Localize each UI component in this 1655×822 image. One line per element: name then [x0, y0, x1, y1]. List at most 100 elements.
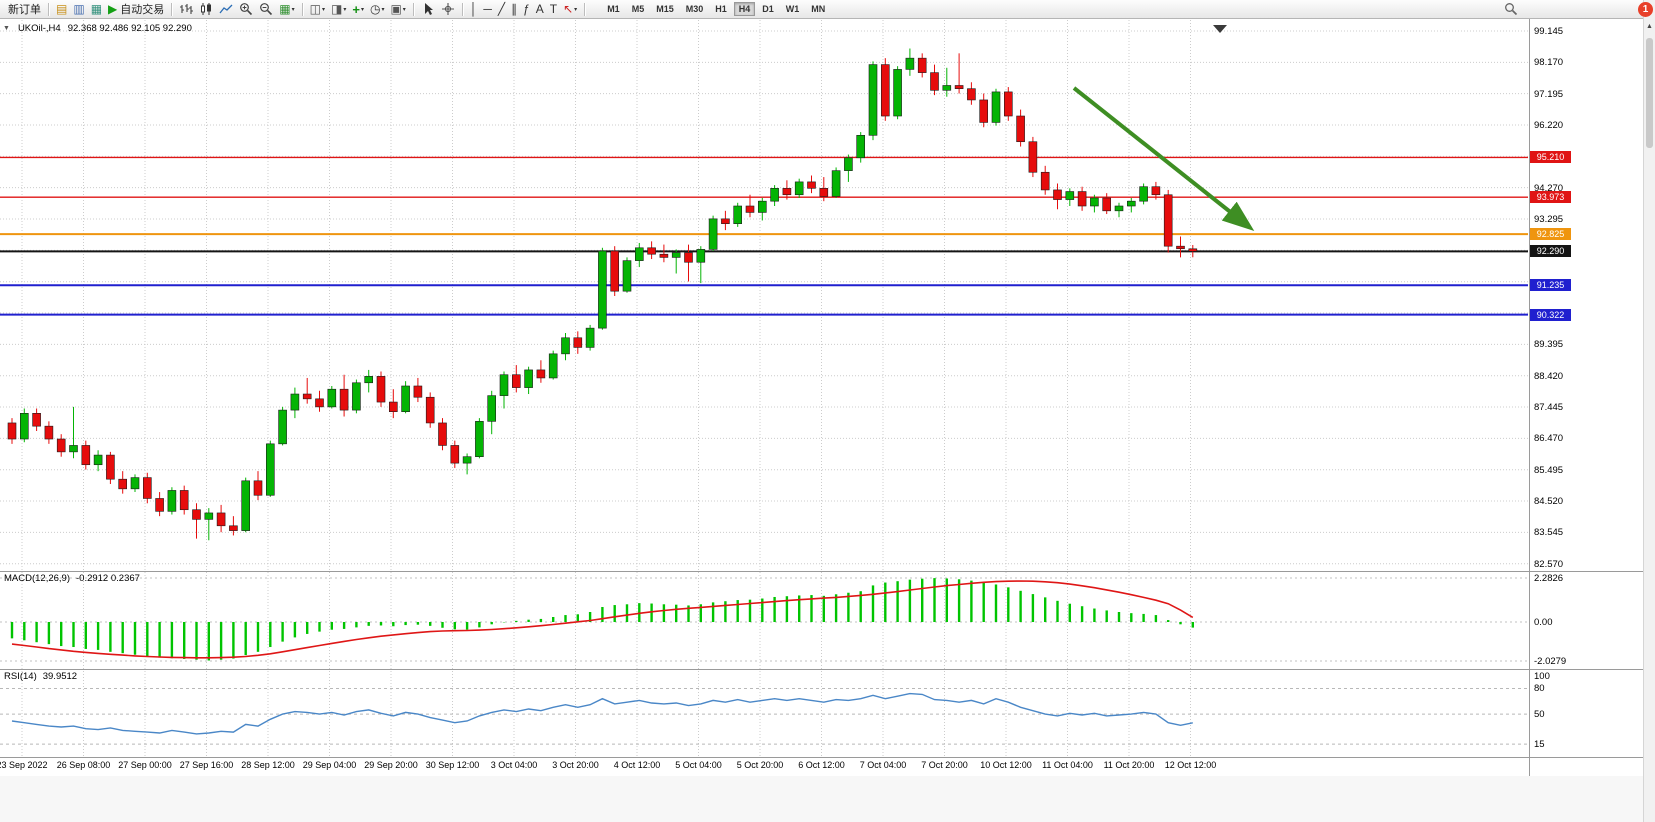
time-axis-label[interactable]: 29 Sep 20:00 [364, 760, 418, 770]
macd-panel-splitter[interactable] [0, 571, 1643, 572]
line-chart-type-button[interactable] [216, 1, 236, 18]
templates-button[interactable]: ▣ ▾ [387, 1, 408, 18]
candle-body [757, 200, 767, 213]
new-order-button[interactable]: 新订单 [2, 1, 44, 18]
chart-plot[interactable]: 23 Sep 2022 26 Sep 08:00 27 Sep 00:00 27 Se… [0, 0, 1530, 803]
candle-body [1090, 197, 1099, 207]
market-watch-button[interactable]: ▤ [53, 1, 70, 18]
time-axis-label[interactable]: 30 Sep 12:00 [426, 760, 480, 770]
time-axis-label[interactable]: 29 Sep 04:00 [303, 760, 357, 770]
new-order-label: 新订单 [8, 4, 41, 16]
chart-window[interactable] [0, 19, 1643, 776]
cursor-tool-button[interactable] [418, 1, 438, 18]
timeframe-h4[interactable]: H4 [733, 2, 756, 16]
candle-body [733, 205, 743, 224]
profiles-button[interactable]: ◨ ▾ [328, 1, 349, 18]
timeframe-w1[interactable]: W1 [785, 4, 800, 14]
tile-windows-button[interactable]: ▦ ▾ [276, 1, 297, 18]
periods-button[interactable]: ◷ ▾ [367, 1, 388, 18]
candle-body [462, 456, 472, 464]
auto-trading-button[interactable]: ▶ 自动交易 [105, 1, 167, 18]
rsi-panel-splitter[interactable] [0, 669, 1643, 670]
trend-arrow[interactable] [1072, 86, 1255, 231]
trendline-tool-button[interactable]: ╱ [495, 1, 508, 18]
timeframe-m30[interactable]: M30 [685, 4, 704, 14]
candle-body [241, 480, 250, 531]
time-axis-border [0, 757, 1643, 758]
toolbar-separator [301, 2, 303, 16]
candle-body [831, 170, 841, 197]
text-tool-button[interactable]: A [533, 1, 547, 18]
terminal-button[interactable]: ▦ [88, 1, 105, 18]
time-axis-label[interactable]: 5 Oct 04:00 [675, 760, 722, 770]
bar-chart-type-button[interactable] [176, 1, 196, 18]
label-tool-icon: T [549, 1, 558, 16]
vline-tool-button[interactable]: │ [467, 1, 481, 18]
toolbar-separator [171, 2, 173, 16]
zoom-out-icon [260, 3, 273, 16]
candle-body [917, 57, 927, 73]
candle-body [44, 425, 54, 440]
time-axis-label[interactable]: 27 Sep 16:00 [180, 760, 234, 770]
notification-badge[interactable]: 1 [1638, 2, 1653, 17]
market-watch-icon: ▤ [56, 1, 68, 16]
candle-body [511, 374, 521, 388]
candle-body [278, 409, 287, 445]
timeframe-mn[interactable]: MN [811, 4, 826, 14]
chevron-down-icon: ▾ [402, 6, 406, 13]
label-tool-button[interactable]: T [547, 1, 560, 18]
time-axis-label[interactable]: 26 Sep 08:00 [57, 760, 111, 770]
channel-tool-button[interactable]: ∥ [508, 1, 520, 18]
candlestick-chart-icon [201, 3, 212, 15]
search-button[interactable] [1501, 1, 1521, 18]
new-chart-button[interactable]: ◫ ▾ [307, 1, 328, 18]
timeframe-h1[interactable]: H1 [715, 4, 727, 14]
navigator-button[interactable]: ▥ [70, 1, 87, 18]
candle-body [967, 88, 976, 101]
time-axis-label[interactable]: 23 Sep 2022 [0, 760, 48, 770]
candle-body [388, 401, 398, 412]
timeframe-m1[interactable]: M1 [607, 4, 620, 14]
scrollbar-thumb[interactable] [1646, 38, 1653, 148]
candle-body [1163, 194, 1173, 247]
fibonacci-tool-button[interactable]: ƒ [520, 1, 533, 18]
candlestick-chart-type-button[interactable] [196, 1, 216, 18]
candle-body [106, 454, 115, 480]
time-axis-label[interactable]: 4 Oct 12:00 [614, 760, 661, 770]
bottom-strip [0, 776, 1643, 822]
add-indicator-button[interactable]: + ▾ [349, 1, 367, 18]
time-axis-label[interactable]: 7 Oct 04:00 [860, 760, 907, 770]
time-axis-label[interactable]: 10 Oct 12:00 [980, 760, 1032, 770]
time-axis-label[interactable]: 12 Oct 12:00 [1165, 760, 1217, 770]
chart-shift-marker[interactable] [1213, 25, 1227, 33]
candle-body [696, 249, 706, 263]
time-axis-label[interactable]: 3 Oct 04:00 [491, 760, 538, 770]
timeframe-d1[interactable]: D1 [762, 4, 774, 14]
scroll-up-icon[interactable]: ▲ [1646, 23, 1653, 30]
vertical-scrollbar[interactable]: ▲ [1643, 0, 1655, 822]
candle-body [930, 72, 939, 91]
hline-tool-button[interactable]: ─ [480, 1, 495, 18]
candle-body [81, 445, 91, 466]
templates-icon: ▣ [390, 1, 402, 16]
zoom-out-button[interactable] [256, 1, 276, 18]
arrows-tool-button[interactable]: ↖ ▾ [560, 1, 580, 18]
chevron-down-icon: ▾ [343, 6, 347, 13]
candle-body [893, 69, 902, 117]
candle-body [585, 327, 595, 348]
candle-body [610, 250, 620, 292]
crosshair-tool-button[interactable] [438, 1, 458, 18]
time-axis-label[interactable]: 6 Oct 12:00 [798, 760, 845, 770]
one-click-trading-toggle[interactable]: ▼ [3, 25, 10, 32]
zoom-in-button[interactable] [236, 1, 256, 18]
time-axis-label[interactable]: 28 Sep 12:00 [241, 760, 295, 770]
timeframe-m5[interactable]: M5 [631, 4, 645, 14]
time-axis-label[interactable]: 3 Oct 20:00 [552, 760, 599, 770]
time-axis-label[interactable]: 27 Sep 00:00 [118, 760, 172, 770]
time-axis-label[interactable]: 11 Oct 04:00 [1042, 760, 1093, 770]
time-axis-label[interactable]: 7 Oct 20:00 [921, 760, 968, 770]
timeframe-m15[interactable]: M15 [656, 4, 674, 14]
time-axis-label[interactable]: 11 Oct 20:00 [1104, 760, 1155, 770]
candle-body [32, 413, 41, 427]
time-axis-label[interactable]: 5 Oct 20:00 [737, 760, 784, 770]
